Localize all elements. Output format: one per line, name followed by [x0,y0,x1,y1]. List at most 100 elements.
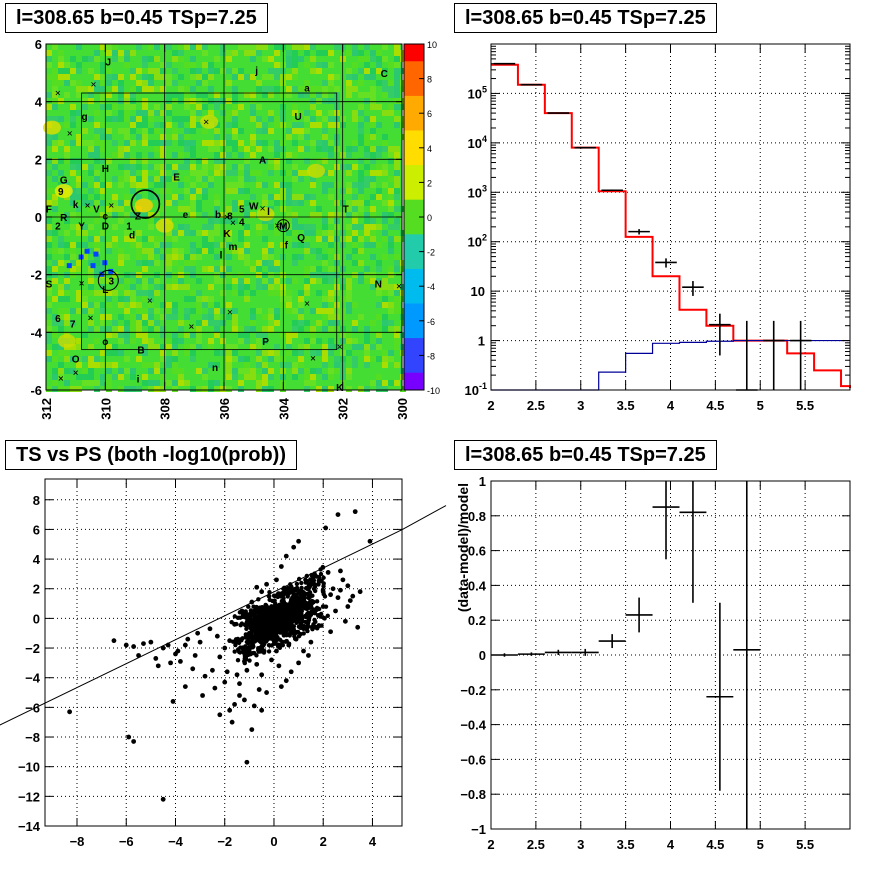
heatmap-cell [382,164,388,170]
heatmap-cell [172,248,178,254]
heatmap-cell [256,50,262,56]
scatter-point [276,610,282,615]
heatmap-cell [160,164,166,170]
heatmap-cell [358,188,364,194]
heatmap-cell [232,278,238,284]
heatmap-cell [130,122,136,128]
heatmap-cell [148,152,154,158]
heatmap-cell [208,176,214,182]
heatmap-cell [202,236,208,242]
heatmap-cell [376,80,382,86]
heatmap-cell [298,254,304,260]
heatmap-cell [148,128,154,134]
heatmap-cell [274,164,280,170]
heatmap-cell [136,68,142,74]
heatmap-cell [70,158,76,164]
heatmap-cell [70,212,76,218]
source-cross-marker [230,220,236,226]
heatmap-cell [190,332,196,338]
heatmap-cell [322,302,328,308]
scatter-point [297,591,302,597]
heatmap-cell [286,350,292,356]
heatmap-cell [160,242,166,248]
heatmap-cell [226,314,232,320]
heatmap-cell [118,146,124,152]
heatmap-cell [100,380,106,386]
heatmap-cell [136,194,142,200]
heatmap-cell [148,212,154,218]
heatmap-cell [166,362,172,368]
heatmap-cell [268,242,274,248]
source-label: R [60,213,68,224]
scatter-point [283,678,289,684]
scatter-point [367,538,373,544]
heatmap-cell [262,362,268,368]
scatter-point [153,656,159,661]
heatmap-cell [364,116,370,122]
heatmap-cell [76,230,82,236]
heatmap-cell [208,146,214,152]
heatmap-cell [58,386,64,392]
heatmap-cell [202,224,208,230]
heatmap-cell [160,314,166,320]
heatmap-cell [238,338,244,344]
heatmap-cell [400,320,406,326]
heatmap-cell [232,170,238,176]
heatmap-cell [256,380,262,386]
heatmap-cell [160,284,166,290]
heatmap-cell [190,308,196,314]
scatter-point [256,633,262,639]
heatmap-cell [244,332,250,338]
heatmap-cell [286,308,292,314]
heatmap-cell [274,320,280,326]
heatmap-cell [190,296,196,302]
heatmap-cell [394,254,400,260]
heatmap-cell [154,146,160,152]
heatmap-cell [124,212,130,218]
heatmap-cell [214,212,220,218]
heatmap-cell [316,308,322,314]
heatmap-cell [304,224,310,230]
heatmap-cell [394,236,400,242]
heatmap-cell [118,206,124,212]
heatmap-cell [358,176,364,182]
heatmap-cell [184,266,190,272]
heatmap-cell [202,296,208,302]
heatmap-cell [196,296,202,302]
heatmap-cell [64,308,70,314]
heatmap-cell [70,254,76,260]
heatmap-cell [400,266,406,272]
heatmap-cell [52,296,58,302]
scatter-point [236,640,242,646]
source-label: Q [297,233,305,244]
heatmap-cell [166,380,172,386]
heatmap-cell [70,368,76,374]
heatmap-cell [394,80,400,86]
source-cross-marker [227,309,233,315]
heatmap-cell [130,296,136,302]
heatmap-cell [292,260,298,266]
colorbar-segment [404,130,424,140]
heatmap-cell [382,92,388,98]
source-label: F [46,204,52,215]
scatter-point [249,727,255,733]
heatmap-cell [154,122,160,128]
heatmap-cell [166,140,172,146]
heatmap-cell [100,278,106,284]
x-tick-label: 302 [336,398,351,420]
scatter-point [323,525,329,531]
heatmap-cell [184,104,190,110]
heatmap-cell [190,200,196,206]
heatmap-cell [262,182,268,188]
scatter-point [293,603,298,608]
scatter-point [335,512,341,517]
scatter-point [330,586,336,592]
heatmap-cell [358,92,364,98]
heatmap-cell [190,230,196,236]
scatter-point [244,759,250,765]
heatmap-cell [292,368,298,374]
heatmap-cell [70,188,76,194]
heatmap-cell [310,116,316,122]
heatmap-cell [316,368,322,374]
heatmap-cell [112,200,118,206]
